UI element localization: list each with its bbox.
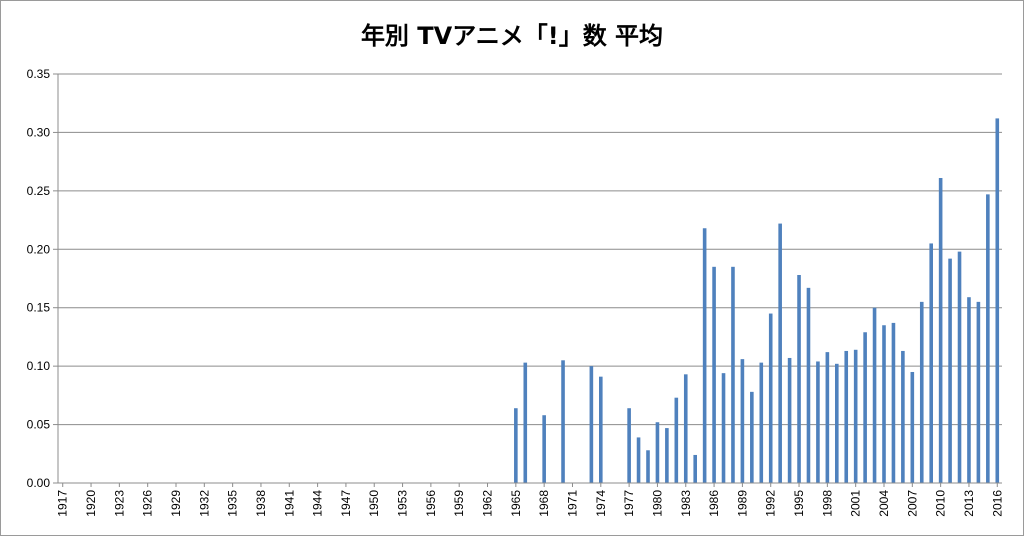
x-tick-label: 1950 <box>367 490 381 517</box>
bar-1968: 1968: 0.058 <box>542 415 546 483</box>
x-tick-label: 2007 <box>905 490 919 517</box>
bar-2006: 2006: 0.113 <box>901 350 905 483</box>
x-tick-label: 1995 <box>792 490 806 517</box>
x-tick-label: 2010 <box>934 490 948 517</box>
y-tick-label: 0.00 <box>27 476 51 490</box>
bar-1997: 1997: 0.104 <box>816 361 820 483</box>
x-tick-label: 1944 <box>311 490 325 517</box>
bar-2008: 2008: 0.155 <box>919 301 924 483</box>
x-tick-label: 1971 <box>565 490 579 517</box>
bar-1980: 1980: 0.052 <box>655 422 660 483</box>
y-tick-label: 0.30 <box>27 125 51 139</box>
x-tick-label: 1980 <box>650 490 664 517</box>
x-tick-label: 1935 <box>226 490 240 517</box>
bar-1970: 1970: 0.105 <box>561 360 565 483</box>
x-tick-label: 1983 <box>679 490 693 517</box>
bar-1977: 1977: 0.064 <box>627 408 631 483</box>
x-tick-label: 1932 <box>197 490 211 517</box>
bar-1978: 1978: 0.039 <box>636 437 641 483</box>
bar-2003: 2003: 0.15 <box>872 307 877 483</box>
axes <box>57 74 1002 487</box>
bar-1966: 1966: 0.103 <box>523 362 528 483</box>
bar-2014: 2014: 0.155 <box>976 301 981 483</box>
x-tick-label: 1947 <box>339 490 353 517</box>
bar-1993: 1993: 0.222 <box>778 223 782 483</box>
x-tick-label: 1992 <box>764 490 778 517</box>
x-tick-label: 1998 <box>820 490 834 517</box>
x-tick-label: 1941 <box>282 490 296 517</box>
x-tick-label: 2004 <box>877 490 891 517</box>
bar-2013: 2013: 0.159 <box>967 297 971 483</box>
x-tick-label: 1989 <box>735 490 749 517</box>
bar-1994: 1994: 0.107 <box>787 357 792 483</box>
x-tick-label: 1929 <box>169 490 183 517</box>
y-tick-label: 0.05 <box>27 418 51 432</box>
x-tick-label: 1917 <box>56 490 70 517</box>
bar-1983: 1983: 0.093 <box>683 374 688 483</box>
bar-2016: 2016: 0.312 <box>995 118 1000 484</box>
bar-2000: 2000: 0.113 <box>844 350 849 483</box>
chart-title: 年別 TVアニメ「!」数 平均 <box>360 22 664 50</box>
x-tick-label: 1920 <box>84 490 98 517</box>
bar-1979: 1979: 0.028 <box>646 450 650 483</box>
bar-1973: 1973: 0.1 <box>589 366 594 483</box>
x-tick-label: 2001 <box>849 490 863 517</box>
bar-1990: 1990: 0.078 <box>750 391 754 483</box>
x-tick-label: 1968 <box>537 490 551 517</box>
x-tick-label: 1959 <box>452 490 466 517</box>
x-tick-label: 1938 <box>254 490 268 517</box>
y-tick-label: 0.35 <box>27 67 51 81</box>
bar-1985: 1985: 0.218 <box>702 228 707 483</box>
gridlines <box>53 73 1002 484</box>
bar-1992: 1992: 0.145 <box>768 313 773 483</box>
bar-1984: 1984: 0.024 <box>693 454 697 483</box>
bar-2012: 2012: 0.198 <box>957 251 962 483</box>
x-tick-label: 2013 <box>962 490 976 517</box>
bar-1998: 1998: 0.112 <box>825 352 830 483</box>
bar-1996: 1996: 0.167 <box>806 287 811 483</box>
bar-1999: 1999: 0.102 <box>835 363 839 483</box>
x-tick-label: 1962 <box>481 490 495 517</box>
bar-1986: 1986: 0.185 <box>712 266 716 483</box>
x-tick-label: 1977 <box>622 490 636 517</box>
x-tick-label: 1974 <box>594 490 608 517</box>
x-tick-label: 2016 <box>990 490 1004 517</box>
bar-1988: 1988: 0.185 <box>731 266 735 483</box>
y-tick-label: 0.10 <box>27 359 51 373</box>
y-tick-label: 0.15 <box>27 301 51 315</box>
bar-2004: 2004: 0.135 <box>882 325 886 483</box>
x-tick-label: 1956 <box>424 490 438 517</box>
bar-2015: 2015: 0.247 <box>986 194 990 483</box>
bar-2002: 2002: 0.129 <box>863 332 867 483</box>
bar-1987: 1987: 0.094 <box>721 373 726 483</box>
x-tick-labels: 1917 1920 1923 1926 1929 1932 1935 1938 1941 1944… <box>56 490 1005 517</box>
bar-2011: 2011: 0.192 <box>948 258 952 483</box>
bar-2001: 2001: 0.114 <box>853 349 858 483</box>
bar-1981: 1981: 0.047 <box>665 428 669 483</box>
bar-1982: 1982: 0.073 <box>674 397 679 483</box>
x-tick-label: 1965 <box>509 490 523 517</box>
bar-2005: 2005: 0.137 <box>891 322 896 483</box>
x-tick-label: 1926 <box>141 490 155 517</box>
bar-1995: 1995: 0.178 <box>797 274 801 483</box>
bar-2009: 2009: 0.205 <box>929 243 933 483</box>
y-tick-label: 0.20 <box>27 242 51 256</box>
bar-1965: 1965: 0.064 <box>514 408 518 483</box>
bar-2010: 2010: 0.261 <box>938 178 943 483</box>
bar-1991: 1991: 0.103 <box>759 362 764 483</box>
x-tick-label: 1923 <box>112 490 126 517</box>
y-tick-labels: 0.00 0.05 0.10 0.15 0.20 0.25 0.30 0.35 <box>27 67 51 490</box>
y-tick-label: 0.25 <box>27 184 51 198</box>
x-tick-label: 1953 <box>396 490 410 517</box>
x-tick-label: 1986 <box>707 490 721 517</box>
bars: 1965: 0.064 1966: 0.103 1968: 0.058 1970: 0… <box>514 118 1000 484</box>
bar-1974: 1974: 0.091 <box>599 376 603 483</box>
bar-1989: 1989: 0.106 <box>740 359 745 483</box>
bar-2007: 2007: 0.095 <box>910 371 915 483</box>
